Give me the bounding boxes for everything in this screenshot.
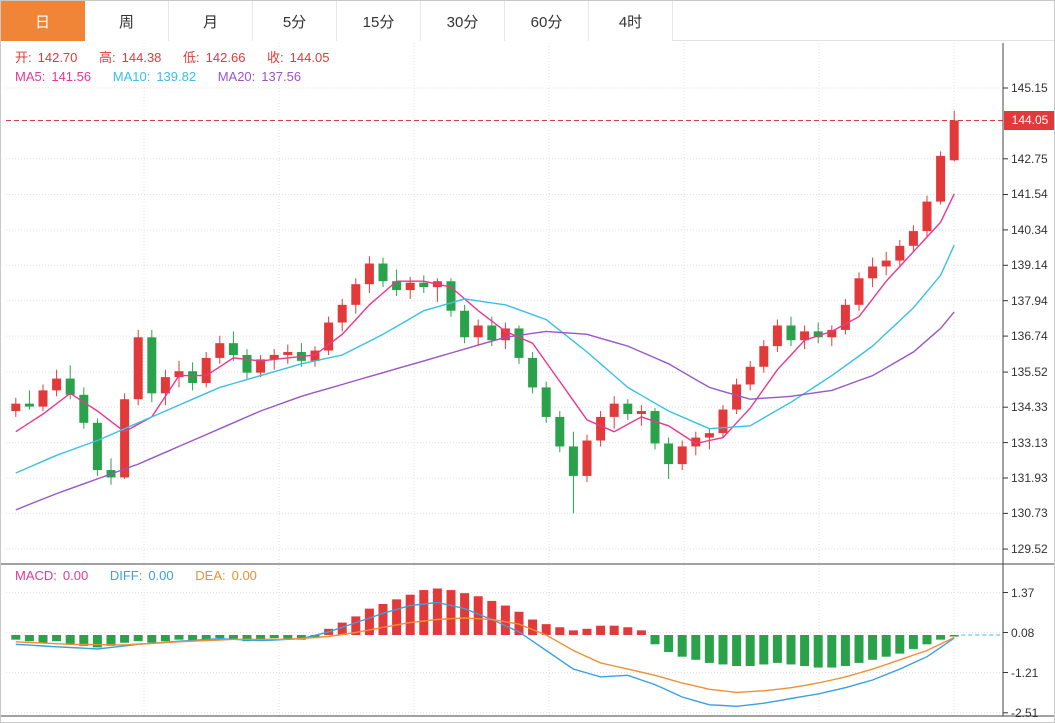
ma-readout: MA5: 141.56 MA10: 139.82 MA20: 137.56 [15,69,307,84]
axis-label: 141.54 [1011,187,1048,202]
axis-label: 129.52 [1011,542,1048,557]
tab-15分[interactable]: 15分 [337,1,421,41]
axis-label: 131.93 [1011,470,1048,485]
ma10-label: MA10: [112,69,151,84]
axis-label: 0.08 [1011,625,1035,640]
macd-readout: MACD: 0.00 DIFF: 0.00 DEA: 0.00 [15,568,263,583]
axis-label: 130.73 [1011,506,1048,521]
close-value: 144.05 [289,50,330,65]
high-value: 144.38 [121,50,162,65]
close-label: 收: [267,50,284,65]
ma20-value: 137.56 [261,69,302,84]
axis-label: 133.13 [1011,435,1048,450]
axis-label: 145.15 [1011,81,1048,95]
tab-周[interactable]: 周 [85,1,169,41]
tab-60分[interactable]: 60分 [505,1,589,41]
ohlc-readout: 开: 142.70 高: 144.38 低: 142.66 收: 144.05 [15,47,335,66]
axis-label: 140.34 [1011,222,1048,237]
axis-label: 134.33 [1011,400,1048,415]
axis-label: 142.75 [1011,151,1048,166]
ma10-value: 139.82 [156,69,197,84]
tab-5分[interactable]: 5分 [253,1,337,41]
diff-label: DIFF: [109,568,143,583]
open-label: 开: [15,50,32,65]
tab-4时[interactable]: 4时 [589,1,673,41]
axis-label: 135.52 [1011,365,1048,380]
low-value: 142.66 [205,50,246,65]
dea-label: DEA: [195,568,226,583]
axis-label: 136.74 [1011,329,1048,344]
axis-label: 139.14 [1011,258,1048,273]
timeframe-tabbar: 日周月 5分 15分 30分 60分 4时 [1,1,1054,41]
chart-area: 开: 142.70 高: 144.38 低: 142.66 收: 144.05 MA5:… [1,41,1055,723]
macd-value: 0.00 [62,568,89,583]
ma5-label: MA5: [15,69,46,84]
axis-label: -1.21 [1011,665,1039,680]
open-value: 142.70 [37,50,78,65]
diff-value: 0.00 [148,568,174,583]
axis-label: -2.51 [1011,705,1039,720]
chart-canvas[interactable] [1,41,1055,723]
low-label: 低: [183,50,200,65]
tab-月[interactable]: 月 [169,1,253,41]
tab-30分[interactable]: 30分 [421,1,505,41]
axis-label: 1.37 [1011,585,1035,600]
macd-label: MACD: [15,568,57,583]
high-label: 高: [99,50,116,65]
ma20-label: MA20: [217,69,256,84]
dea-value: 0.00 [231,568,257,583]
tab-日[interactable]: 日 [1,1,85,41]
current-price-marker: 144.05 [1004,110,1054,130]
ma5-value: 141.56 [51,69,92,84]
axis-label: 137.94 [1011,293,1048,308]
